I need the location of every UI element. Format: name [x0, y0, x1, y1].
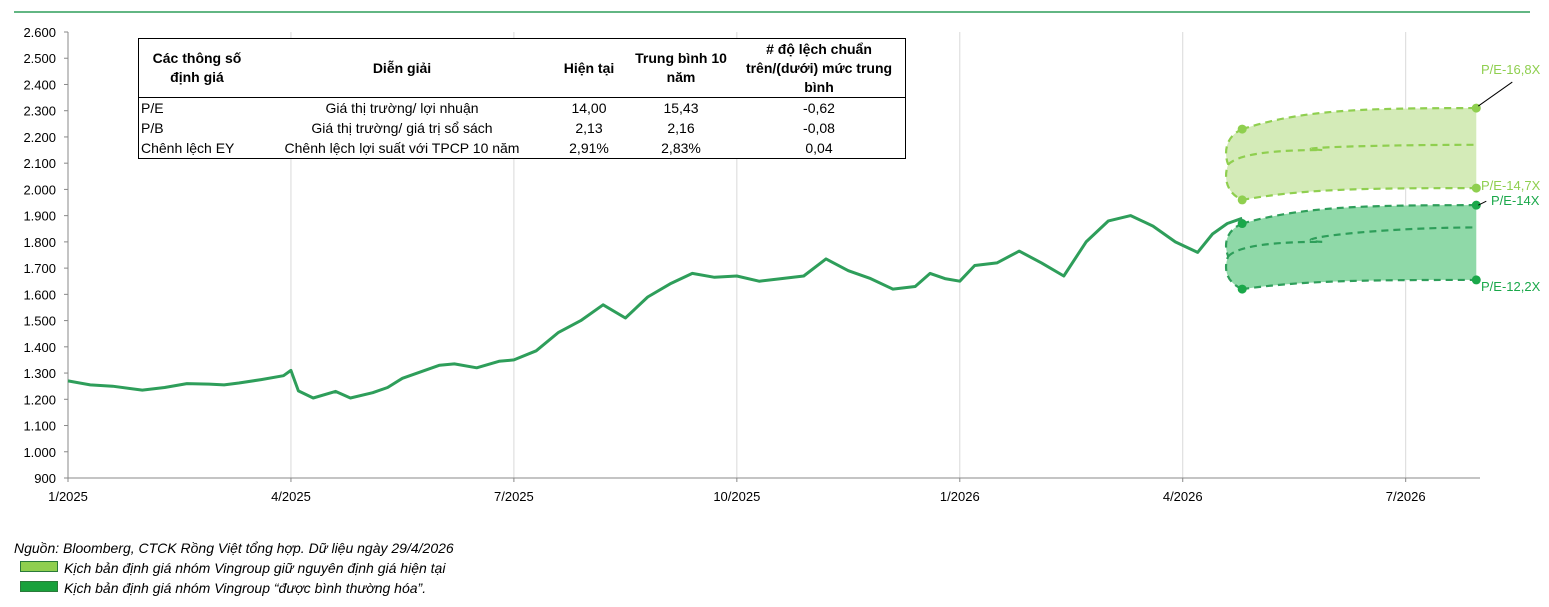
- band-low-upper-line: [1241, 204, 1477, 225]
- band-high-point: [1237, 124, 1247, 134]
- legend-label: Kịch bản định giá nhóm Vingroup giữ nguy…: [64, 560, 446, 576]
- label-leader-line: [1478, 200, 1487, 206]
- band-low-point: [1471, 200, 1481, 210]
- scenario-labels: P/E-16,8X P/E-14,7XP/E-14X P/E-12,2X: [1477, 62, 1541, 294]
- header-params: Các thông số định giá: [152, 50, 242, 85]
- legend-item-normalized: Kịch bản định giá nhóm Vingroup “được bì…: [14, 580, 426, 596]
- series-layer: [67, 214, 1243, 400]
- cell: 14,00: [571, 99, 607, 116]
- y-tick-label: 1.100: [23, 419, 56, 434]
- x-tick-label: 10/2025: [713, 489, 760, 504]
- y-tick-label: 900: [34, 471, 56, 486]
- header-std-dev: # độ lệch chuẩn trên/(dưới) mức trung bì…: [745, 40, 893, 95]
- band-high-fill: [1226, 108, 1477, 200]
- legend-swatch-light: [20, 561, 58, 572]
- cell: Chênh lệch lợi suất với TPCP 10 năm: [284, 139, 520, 156]
- y-tick-label: 1.600: [23, 287, 56, 302]
- cell: -0,08: [803, 119, 835, 136]
- band-low-mid-line: [1227, 226, 1477, 258]
- cell: 2,83%: [661, 139, 701, 156]
- band-low-fill: [1226, 205, 1477, 290]
- header-10y-avg: Trung bình 10 năm: [635, 50, 727, 85]
- cell: -0,62: [803, 99, 835, 116]
- band-high-mid-line: [1227, 143, 1477, 166]
- series-line-0: [67, 214, 1243, 400]
- valuation-table: Các thông số định giá Diễn giải Hiện tại…: [138, 38, 906, 159]
- y-tick-label: 1.500: [23, 314, 56, 329]
- band-low-left-edge: [1225, 222, 1243, 291]
- y-tick-label: 2.200: [23, 130, 56, 145]
- y-tick-label: 2.300: [23, 104, 56, 119]
- y-tick-label: 2.600: [23, 25, 56, 40]
- y-tick-label: 2.000: [23, 182, 56, 197]
- y-tick-label: 1.300: [23, 366, 56, 381]
- cell: P/B: [141, 119, 164, 136]
- label-pe-16-8x: P/E-16,8X: [1481, 62, 1541, 77]
- label-pe-14x: P/E-14X: [1491, 193, 1540, 208]
- cell: Giá thị trường/ giá trị sổ sách: [311, 119, 493, 136]
- x-tick-label: 1/2025: [48, 489, 88, 504]
- y-tick-label: 1.200: [23, 392, 56, 407]
- table-row: P/B Giá thị trường/ giá trị sổ sách 2,13…: [139, 118, 906, 138]
- x-tick-label: 4/2026: [1163, 489, 1203, 504]
- cell: 15,43: [663, 99, 699, 116]
- cell: Giá thị trường/ lợi nhuận: [325, 99, 479, 116]
- label-pe-14-7x: P/E-14,7X: [1481, 178, 1541, 193]
- cell: 2,16: [667, 119, 695, 136]
- band-high-lower-line: [1241, 187, 1477, 201]
- y-tick-label: 1.000: [23, 445, 56, 460]
- x-tick-label: 1/2026: [940, 489, 980, 504]
- cell: P/E: [141, 99, 164, 116]
- x-tick-label: 7/2026: [1386, 489, 1426, 504]
- scenario-bands: [1225, 103, 1481, 294]
- table-row: P/E Giá thị trường/ lợi nhuận 14,00 15,4…: [139, 98, 906, 119]
- y-tick-label: 1.700: [23, 261, 56, 276]
- y-tick-label: 2.500: [23, 51, 56, 66]
- y-tick-label: 1.400: [23, 340, 56, 355]
- legend-swatch-dark: [20, 581, 58, 592]
- label-pe-12-2x: P/E-12,2X: [1481, 279, 1541, 294]
- table-row: Chênh lệch EY Chênh lệch lợi suất với TP…: [139, 138, 906, 159]
- band-high-point: [1471, 183, 1481, 193]
- cell: 2,13: [575, 119, 603, 136]
- band-low-point: [1237, 219, 1247, 229]
- cell: 2,91%: [569, 139, 609, 156]
- band-low-lower-line: [1242, 278, 1477, 291]
- x-tick-label: 4/2025: [271, 489, 311, 504]
- legend-label: Kịch bản định giá nhóm Vingroup “được bì…: [64, 580, 427, 596]
- x-axis: 1/2025 4/2025 7/2025 10/2025 1/2026 4/2026 7/2…: [48, 477, 1480, 504]
- y-tick-label: 2.100: [23, 156, 56, 171]
- band-high-point: [1237, 195, 1247, 205]
- cell: Chênh lệch EY: [141, 139, 235, 156]
- x-tick-label: 7/2025: [494, 489, 534, 504]
- band-low-point: [1471, 275, 1481, 285]
- band-high-left-edge: [1225, 128, 1243, 201]
- y-tick-label: 1.900: [23, 209, 56, 224]
- label-leader-line: [1477, 81, 1513, 107]
- header-description: Diễn giải: [372, 59, 432, 76]
- y-tick-label: 1.800: [23, 235, 56, 250]
- header-current: Hiện tại: [563, 59, 615, 76]
- legend-item-current: Kịch bản định giá nhóm Vingroup giữ nguy…: [14, 560, 445, 576]
- source-note: Nguồn: Bloomberg, CTCK Rồng Việt tổng hợ…: [14, 540, 454, 556]
- band-low-point: [1237, 284, 1247, 294]
- y-axis: 2.600 2.500 2.400 2.300 2.200 2.100 2.000 1.900…: [23, 25, 69, 486]
- y-tick-label: 2.400: [23, 77, 56, 92]
- cell: 0,04: [805, 139, 833, 156]
- band-high-upper-line: [1241, 106, 1477, 131]
